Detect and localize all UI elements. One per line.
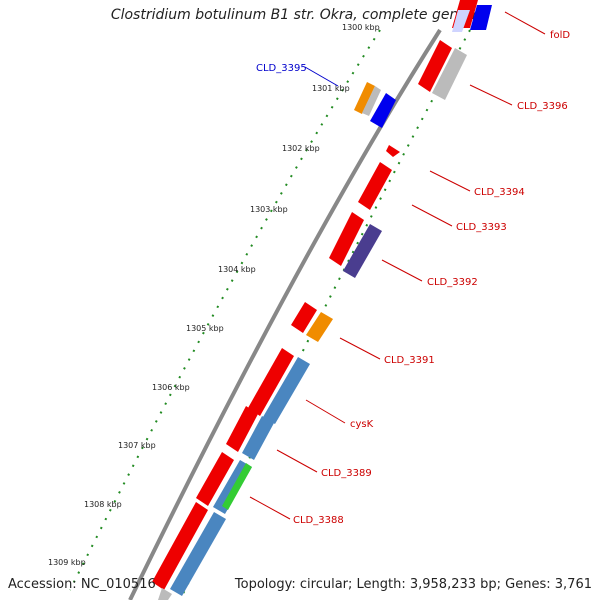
gene-cld3395-blue[interactable] (370, 93, 396, 128)
connector-cld3391 (339, 337, 381, 360)
gene-cysk-steelblue[interactable] (263, 357, 310, 424)
ruler-label-1301: 1301 kbp (312, 84, 350, 93)
ruler-label-1302: 1302 kbp (282, 144, 320, 153)
gene-cld3388-green[interactable] (222, 463, 252, 510)
gene-cld3391-orange[interactable] (306, 312, 333, 342)
ruler-label-1307: 1307 kbp (118, 441, 156, 450)
gene-clD3396-gray[interactable] (432, 48, 467, 100)
ruler-label-1304: 1304 kbp (218, 265, 256, 274)
map-title: Clostridium botulinum B1 str. Okra, comp… (110, 7, 490, 23)
connector-cld3396 (469, 84, 513, 106)
ruler-label-1300: 1300 kbp (342, 23, 380, 32)
connector-cld3394 (429, 170, 471, 192)
gene-bottom-gray[interactable] (158, 588, 172, 600)
ruler-label-1308: 1308 kbp (84, 500, 122, 509)
gene-label-cld3394[interactable]: CLD_3394 (474, 187, 525, 198)
ruler-label-1303: 1303 kbp (250, 205, 288, 214)
gene-label-fold[interactable]: folD (550, 30, 570, 41)
gene-cld3389-steelblue[interactable] (242, 416, 274, 460)
gene-cld3395-orange[interactable] (354, 82, 375, 114)
gene-bottom-red[interactable] (152, 502, 208, 590)
ruler-label-1306: 1306 kbp (152, 383, 190, 392)
gene-label-cld3389[interactable]: CLD_3389 (321, 468, 372, 479)
gene-label-cysk[interactable]: cysK (350, 419, 374, 430)
connector-cld3389 (276, 449, 318, 473)
connector-cld3388 (249, 496, 291, 520)
gene-clD3396-red[interactable] (418, 40, 452, 92)
gene-bottom-steelblue[interactable] (170, 512, 226, 596)
gene-gray-top[interactable] (452, 10, 470, 32)
gene-cld3394-small[interactable] (386, 145, 400, 157)
gene-label-cld3392[interactable]: CLD_3392 (427, 277, 478, 288)
gene-cysk-red[interactable] (248, 348, 294, 416)
gene-label-cld3391[interactable]: CLD_3391 (384, 355, 435, 366)
connector-cysk (305, 399, 346, 424)
gene-cld3391-red[interactable] (291, 302, 317, 333)
gene-cld3394-red[interactable] (358, 162, 392, 210)
outer-ruler (69, 29, 381, 591)
gene-label-cld3393[interactable]: CLD_3393 (456, 222, 507, 233)
connector-cld3395 (304, 66, 339, 87)
genome-backbone (128, 28, 442, 600)
genome-summary: Topology: circular; Length: 3,958,233 bp… (234, 577, 592, 592)
accession-label: Accession: NC_010516 (8, 577, 156, 592)
gene-label-cld3396[interactable]: CLD_3396 (517, 101, 568, 112)
gene-cld3392-purple[interactable] (343, 224, 382, 278)
gene-cld3388-red[interactable] (196, 452, 234, 506)
gene-label-cld3395[interactable]: CLD_3395 (256, 63, 307, 74)
ruler-label-1309: 1309 kbp (48, 558, 86, 567)
gene-cld3393-red[interactable] (329, 212, 364, 266)
connector-fold (504, 11, 546, 35)
gene-cld3389-red[interactable] (226, 406, 258, 452)
gene-label-cld3388[interactable]: CLD_3388 (293, 515, 344, 526)
gene-features (152, 0, 492, 600)
connector-cld3392 (381, 259, 423, 282)
gene-blue-top[interactable] (470, 5, 492, 30)
connector-cld3393 (411, 204, 453, 227)
gene-cld3395-gray[interactable] (362, 86, 381, 116)
ruler-label-1305: 1305 kbp (186, 324, 224, 333)
